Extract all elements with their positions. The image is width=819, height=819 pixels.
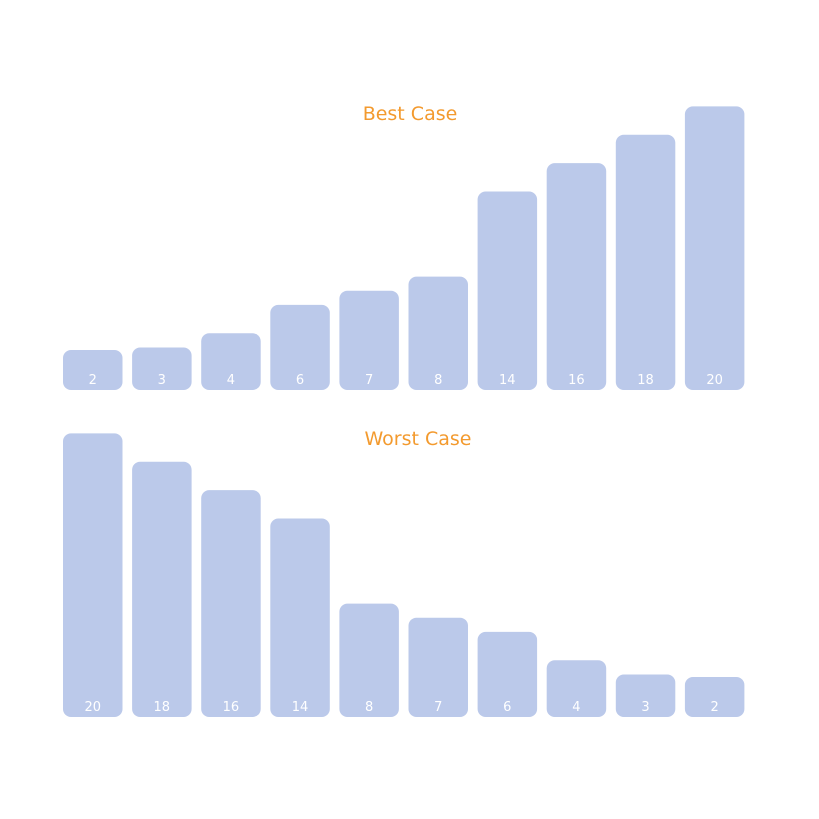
worst-case-bar [546,660,607,717]
worst-case-bar-label: 16 [223,700,240,715]
best-case-bar [546,163,607,390]
worst-case-bar-label: 14 [292,700,309,715]
worst-case-bar [477,631,538,717]
worst-case-bar [201,490,261,717]
best-case-bar-label: 6 [296,373,304,388]
worst-case-bars: 20 18 16 14 8 7 6 4 3 2 [63,433,745,717]
best-case-bar [684,106,745,391]
worst-case-bar [615,674,676,717]
best-case-bar [201,333,261,390]
best-case-bar [615,134,676,390]
worst-case-bar [684,677,745,717]
best-case-bar-label: 16 [568,373,585,388]
best-case-bar-label: 18 [637,373,654,388]
worst-case-bar-label: 3 [641,700,649,715]
worst-case-bar [63,433,123,717]
best-case-bar [270,304,330,390]
best-case-bar-label: 2 [89,373,97,388]
worst-case-bar-label: 6 [503,700,511,715]
best-case-bar [339,290,399,390]
worst-case-title: Worst Case [365,428,472,450]
best-case-bar-label: 8 [434,373,442,388]
worst-case-bar-label: 20 [85,700,102,715]
worst-case-bar-label: 18 [154,700,171,715]
worst-case-bar-label: 8 [365,700,373,715]
best-case-bar [132,347,192,390]
worst-case-bar [339,603,399,717]
worst-case-bar [132,461,192,717]
best-case-bar [408,276,468,390]
worst-case-bar-label: 7 [434,700,442,715]
worst-case-chart: Worst Case 20 18 16 14 8 7 6 4 3 2 [63,428,745,717]
best-case-bar-label: 7 [365,373,373,388]
best-case-chart: Best Case 2 3 4 6 7 8 14 16 18 20 [63,103,745,391]
best-case-bar-label: 20 [706,373,723,388]
best-case-title: Best Case [363,103,458,125]
best-case-bar [477,191,538,390]
worst-case-bar-label: 4 [572,700,580,715]
best-case-bars: 2 3 4 6 7 8 14 16 18 20 [63,106,745,391]
worst-case-bar-label: 2 [710,700,718,715]
best-case-bar [63,350,123,390]
worst-case-bar [408,617,468,717]
best-case-bar-label: 14 [499,373,516,388]
best-case-bar-label: 3 [158,373,166,388]
worst-case-bar [270,518,330,717]
best-case-bar-label: 4 [227,373,235,388]
